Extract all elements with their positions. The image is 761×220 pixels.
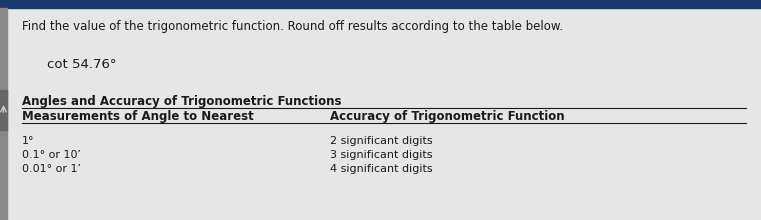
Text: 4 significant digits: 4 significant digits	[330, 164, 432, 174]
Bar	[0, 90, 7, 130]
Text: Find the value of the trigonometric function. Round off results according to the: Find the value of the trigonometric func…	[22, 20, 563, 33]
Text: 0.1° or 10’: 0.1° or 10’	[22, 150, 81, 160]
Text: 3 significant digits: 3 significant digits	[330, 150, 432, 160]
Text: Angles and Accuracy of Trigonometric Functions: Angles and Accuracy of Trigonometric Fun…	[22, 95, 342, 108]
Bar	[0, 0, 761, 8]
Text: 1°: 1°	[22, 136, 34, 146]
Text: cot 54.76°: cot 54.76°	[47, 58, 116, 71]
Text: Measurements of Angle to Nearest: Measurements of Angle to Nearest	[22, 110, 253, 123]
Text: 0.01° or 1’: 0.01° or 1’	[22, 164, 81, 174]
Text: Accuracy of Trigonometric Function: Accuracy of Trigonometric Function	[330, 110, 565, 123]
Text: 2 significant digits: 2 significant digits	[330, 136, 432, 146]
Bar	[0, 8, 7, 220]
